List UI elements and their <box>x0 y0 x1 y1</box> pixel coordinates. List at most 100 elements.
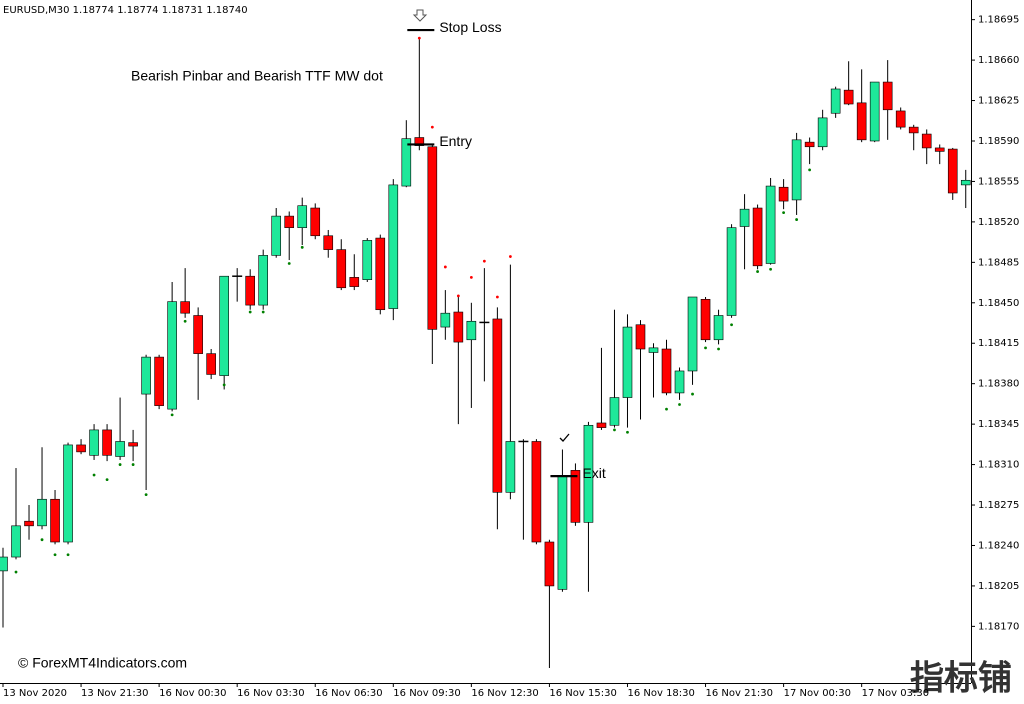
candle-body <box>401 138 412 187</box>
candle-body <box>934 147 945 152</box>
signal-dot <box>222 383 226 387</box>
y-tick-label: 1.18415 <box>978 338 1019 349</box>
candle-body <box>700 299 711 341</box>
candle-body <box>440 312 451 328</box>
level-label: Stop Loss <box>439 19 501 35</box>
y-tick-label: 1.18660 <box>978 55 1019 66</box>
y-tick-label: 1.18450 <box>978 298 1019 309</box>
signal-dot <box>508 255 512 258</box>
candle-body <box>505 441 516 493</box>
candle-body <box>804 141 815 148</box>
y-tick-label: 1.18590 <box>978 136 1019 147</box>
candle-body <box>531 441 542 543</box>
signal-dot <box>756 270 759 273</box>
signal-dot <box>105 478 109 482</box>
candle-body <box>0 556 8 572</box>
signal-dot <box>730 323 733 327</box>
signal-dot <box>626 430 629 434</box>
signal-dot <box>183 319 187 323</box>
candle-body <box>11 525 21 558</box>
signal-dot <box>300 245 304 249</box>
signal-dot <box>53 553 57 557</box>
candle-body <box>609 397 620 426</box>
candle-body <box>466 320 477 341</box>
signal-dot <box>248 310 252 314</box>
candle-body <box>882 81 893 111</box>
candle-body <box>37 498 47 527</box>
signal-dot <box>456 294 460 298</box>
signal-dot <box>704 346 707 350</box>
x-tick-label: 16 Nov 18:30 <box>627 688 694 699</box>
signal-dot <box>495 295 499 299</box>
signal-dot <box>144 493 148 497</box>
signal-dot <box>769 267 772 271</box>
signal-dot <box>170 413 174 417</box>
signal-dot <box>665 407 668 411</box>
signal-dot <box>430 125 434 129</box>
candle-body <box>206 353 216 375</box>
candle-body <box>102 429 112 456</box>
candle-body <box>596 422 607 428</box>
y-tick-label: 1.18695 <box>978 15 1019 26</box>
stop-arrow-icon <box>412 9 428 22</box>
candle-body <box>336 249 347 289</box>
candle-body <box>284 215 295 228</box>
y-tick-label: 1.18310 <box>978 460 1019 471</box>
candle-body <box>219 275 229 376</box>
x-tick-label: 16 Nov 00:30 <box>159 688 226 699</box>
candle-body <box>895 110 906 128</box>
candle-body <box>583 424 594 523</box>
signal-dot <box>261 310 265 314</box>
y-tick-label: 1.18485 <box>978 257 1019 268</box>
candle-body <box>687 296 698 372</box>
candle-body <box>167 301 177 410</box>
candle-body <box>791 139 802 201</box>
candle-body <box>89 429 99 456</box>
x-tick-label: 16 Nov 12:30 <box>471 688 538 699</box>
check-icon <box>559 433 570 442</box>
x-tick-label: 16 Nov 06:30 <box>315 688 382 699</box>
signal-dot <box>40 538 44 542</box>
y-tick-label: 1.18380 <box>978 379 1019 390</box>
y-tick-label: 1.18520 <box>978 217 1019 228</box>
candle-body <box>115 441 125 457</box>
candle-body <box>310 207 321 237</box>
candle-body <box>414 137 425 146</box>
signal-dot <box>691 392 694 396</box>
candle-body <box>726 227 737 316</box>
x-tick-label: 16 Nov 09:30 <box>393 688 460 699</box>
candle-body <box>843 89 854 105</box>
candle-body <box>193 315 203 354</box>
candle-body <box>271 215 282 256</box>
y-tick-label: 1.18240 <box>978 540 1019 551</box>
signal-dot <box>443 265 447 269</box>
x-tick-label: 17 Nov 03:30 <box>862 688 929 699</box>
signal-dot <box>92 473 96 477</box>
candle-body <box>674 370 685 394</box>
candle-body <box>349 277 360 287</box>
candle-body <box>245 275 255 306</box>
y-tick-label: 1.18205 <box>978 581 1019 592</box>
candle-body <box>492 318 503 493</box>
signal-dot <box>717 347 720 351</box>
symbol-header: EURUSD,M30 1.18774 1.18774 1.18731 1.187… <box>3 5 248 16</box>
y-tick-label: 1.18345 <box>978 419 1019 430</box>
candle-body <box>154 356 164 406</box>
y-tick-label: 1.18625 <box>978 96 1019 107</box>
candle-body <box>713 315 724 341</box>
candle-body <box>362 240 373 280</box>
signal-dot <box>678 403 681 406</box>
candle-body <box>570 470 581 523</box>
candle-body <box>778 186 789 202</box>
candle-body <box>128 442 138 447</box>
signal-dot <box>782 211 785 215</box>
candle-body <box>752 207 763 267</box>
candle-body <box>297 205 308 228</box>
candle-body <box>180 301 190 314</box>
signal-dot <box>613 428 616 432</box>
candle-body <box>921 133 932 149</box>
candle-body <box>817 117 828 148</box>
candle-body <box>141 356 151 395</box>
signal-dot <box>66 553 70 557</box>
